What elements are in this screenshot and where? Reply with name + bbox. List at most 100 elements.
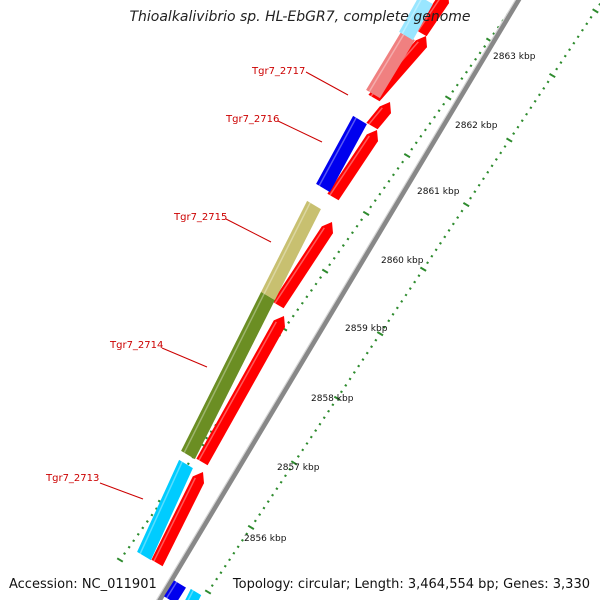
minor-tick xyxy=(410,147,414,151)
minor-tick xyxy=(396,167,400,170)
minor-tick xyxy=(271,493,275,497)
pink-feature-block-shine xyxy=(368,33,405,93)
minor-tick xyxy=(141,526,145,530)
kbp-label-2857: 2857 kbp xyxy=(277,463,320,473)
minor-tick xyxy=(288,467,292,471)
minor-tick xyxy=(210,584,214,587)
minor-tick xyxy=(344,383,348,387)
red-cds-arrow-shine xyxy=(329,135,370,196)
kbp-label-2856: 2856 kbp xyxy=(244,534,287,544)
minor-tick xyxy=(478,51,482,55)
minor-tick xyxy=(258,513,262,516)
minor-tick xyxy=(419,134,423,138)
minor-tick xyxy=(369,205,373,209)
minor-tick xyxy=(477,183,481,187)
gene-label-tgr7-2714: Tgr7_2714 xyxy=(109,340,163,351)
minor-tick xyxy=(533,99,537,103)
major-tick xyxy=(333,395,341,401)
red-cds-arrow xyxy=(196,316,285,466)
minor-tick xyxy=(355,224,359,228)
minor-tick xyxy=(525,112,529,116)
minor-tick xyxy=(337,250,341,254)
accession-label: Accession: NC_011901 xyxy=(9,577,157,592)
gene-label-tgr7-2713: Tgr7_2713 xyxy=(45,473,99,484)
minor-tick xyxy=(426,261,430,265)
minor-tick xyxy=(283,474,287,478)
minor-tick xyxy=(361,358,365,361)
minor-tick xyxy=(447,229,451,232)
minor-tick xyxy=(245,532,249,536)
minor-tick xyxy=(309,435,313,439)
minor-tick xyxy=(296,454,300,458)
major-tick xyxy=(419,266,427,272)
kbp-label-2863: 2863 kbp xyxy=(493,52,536,62)
minor-tick xyxy=(428,122,432,125)
minor-tick xyxy=(438,241,442,245)
minor-tick xyxy=(417,274,421,278)
minor-tick xyxy=(555,67,559,71)
minor-tick xyxy=(499,151,503,155)
lightcyan-feature-block-shine xyxy=(401,0,422,35)
minor-tick xyxy=(542,86,546,90)
gene-leader-line xyxy=(99,482,144,500)
minor-tick xyxy=(568,48,572,52)
minor-tick xyxy=(559,61,563,64)
genome-backbone-highlight xyxy=(155,0,517,600)
colored-feature-blocks xyxy=(137,0,433,600)
minor-tick xyxy=(219,571,223,575)
minor-tick xyxy=(123,552,127,555)
minor-tick xyxy=(232,551,236,555)
major-tick xyxy=(116,557,124,563)
backbone-layer xyxy=(155,0,522,600)
minor-tick xyxy=(437,109,441,113)
red-cds-arrow-shine xyxy=(153,477,196,562)
red-cds-arrow-shine xyxy=(274,227,325,304)
cyan-feature-block xyxy=(185,588,202,600)
major-tick xyxy=(376,331,384,337)
minor-tick xyxy=(318,422,322,426)
minor-tick xyxy=(430,254,434,258)
minor-tick xyxy=(346,237,350,241)
minor-tick xyxy=(401,160,405,164)
minor-tick xyxy=(296,308,300,312)
kbp-label-2862: 2862 kbp xyxy=(455,121,498,131)
genome-summary-label: Topology: circular; Length: 3,464,554 bp… xyxy=(232,577,590,592)
cyan-feature-block xyxy=(137,459,193,561)
khaki-feature-block xyxy=(261,200,321,301)
minor-tick xyxy=(589,15,593,19)
minor-tick xyxy=(382,325,386,329)
minor-tick xyxy=(236,545,240,549)
major-tick xyxy=(548,72,556,79)
major-tick xyxy=(290,460,298,466)
major-tick xyxy=(321,268,329,274)
olive-feature-block xyxy=(181,291,275,460)
minor-tick xyxy=(460,209,464,213)
minor-tick xyxy=(360,218,364,222)
minor-tick xyxy=(136,532,140,536)
red-cds-arrow xyxy=(366,102,391,130)
olive-feature-block-shine xyxy=(183,293,265,454)
minor-tick xyxy=(443,235,447,239)
major-tick xyxy=(592,8,599,14)
red-cds-arrow xyxy=(327,130,378,201)
minor-tick xyxy=(474,57,478,61)
minor-tick xyxy=(132,539,136,543)
kbp-label-2860: 2860 kbp xyxy=(381,256,424,266)
map-title: Thioalkalivibrio sp. HL-EbGR7, complete … xyxy=(129,9,471,25)
minor-tick xyxy=(319,276,323,279)
minor-tick xyxy=(328,263,332,267)
red-cds-arrow-shine xyxy=(368,107,383,125)
minor-tick xyxy=(423,128,427,132)
kbp-label-2858: 2858 kbp xyxy=(311,394,354,404)
minor-tick xyxy=(546,80,550,84)
red-cds-arrow xyxy=(272,222,333,309)
gene-leader-line xyxy=(277,120,323,143)
minor-tick xyxy=(314,429,318,433)
minor-tick xyxy=(291,314,295,318)
minor-tick xyxy=(490,164,494,168)
minor-tick xyxy=(455,83,459,87)
minor-tick xyxy=(563,54,567,58)
minor-tick xyxy=(301,448,305,452)
minor-tick xyxy=(460,77,464,81)
minor-tick xyxy=(240,538,244,542)
